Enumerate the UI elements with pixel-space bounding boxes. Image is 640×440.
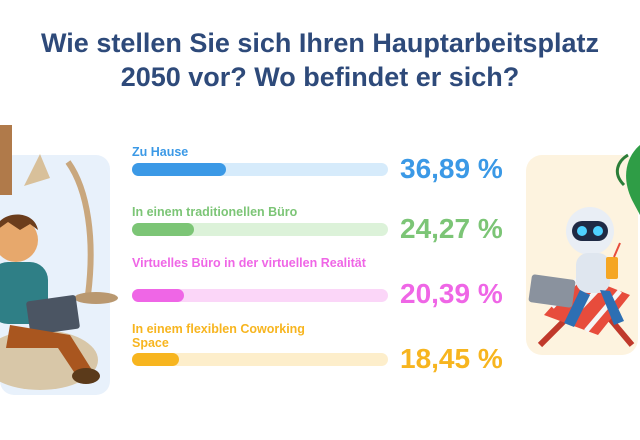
bar (132, 353, 180, 366)
chart-title-line-2: 2050 vor? Wo befindet er sich? (120, 62, 520, 92)
bar-label: Virtuelles Büro in der virtuellen Realit… (132, 256, 366, 270)
bar (132, 163, 227, 176)
bar-label: In einem traditionellen Büro (132, 205, 298, 219)
data-label: 18,45 % (400, 343, 503, 374)
bar-track (132, 163, 388, 176)
data-label: 20,39 % (400, 278, 503, 309)
bar-track (132, 353, 388, 366)
chart-title: Wie stellen Sie sich Ihren Hauptarbeitsp… (0, 26, 640, 94)
person-with-laptop-illustration (0, 125, 118, 395)
bar-label: In einem flexiblen Coworking Space (132, 322, 305, 350)
bar (132, 289, 185, 302)
bar-track (132, 223, 388, 236)
bar (132, 223, 195, 236)
chart-title-line-1: Wie stellen Sie sich Ihren Hauptarbeitsp… (41, 28, 599, 58)
data-label: 36,89 % (400, 153, 503, 184)
robot-on-deckchair-illustration (526, 145, 640, 355)
bar-track (132, 289, 388, 302)
data-label: 24,27 % (400, 213, 503, 244)
bar-label: Zu Hause (132, 145, 189, 159)
